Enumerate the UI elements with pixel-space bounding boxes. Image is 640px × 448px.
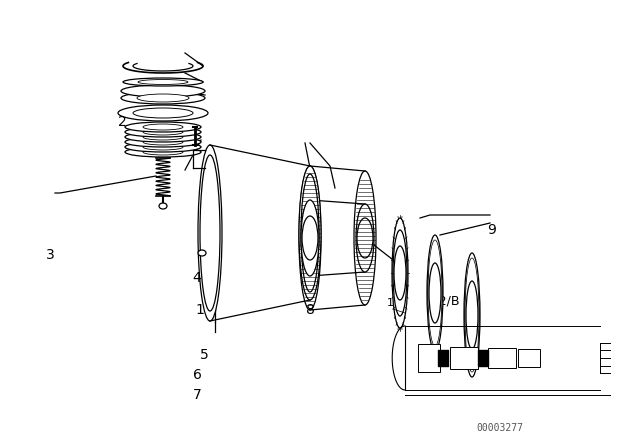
Ellipse shape [393,230,407,316]
Ellipse shape [357,218,373,258]
Ellipse shape [123,78,203,86]
Ellipse shape [143,139,183,145]
Ellipse shape [125,132,201,142]
Ellipse shape [125,127,201,137]
Ellipse shape [159,203,167,209]
Ellipse shape [143,124,183,130]
Ellipse shape [198,145,222,321]
Text: 8: 8 [305,303,314,317]
Ellipse shape [137,94,189,102]
Ellipse shape [465,265,479,365]
Ellipse shape [143,149,183,155]
Ellipse shape [143,144,183,150]
Ellipse shape [429,263,441,323]
Bar [450,347,478,369]
Ellipse shape [143,129,183,135]
Text: 6: 6 [193,368,202,382]
Ellipse shape [125,147,201,157]
Text: 2: 2 [118,115,127,129]
Text: 7: 7 [193,388,202,402]
Ellipse shape [427,235,443,351]
Ellipse shape [466,281,478,349]
Ellipse shape [354,171,376,305]
Ellipse shape [299,166,321,300]
Text: 00003277: 00003277 [477,423,524,433]
Bar [488,348,516,368]
Text: 1: 1 [387,298,394,308]
Text: 1: 1 [195,303,204,317]
Ellipse shape [125,137,201,147]
Ellipse shape [200,155,220,311]
Text: 9: 9 [487,223,496,237]
Text: 5: 5 [200,348,209,362]
Bar [518,349,540,367]
Ellipse shape [302,216,318,260]
Ellipse shape [121,85,205,97]
Ellipse shape [465,258,479,372]
Text: C2/B: C2/B [430,295,460,308]
Text: 4: 4 [192,271,201,285]
Ellipse shape [138,79,188,85]
Ellipse shape [125,142,201,152]
Ellipse shape [121,92,205,104]
Ellipse shape [198,250,206,256]
Ellipse shape [125,122,201,132]
Ellipse shape [394,246,406,300]
Ellipse shape [428,247,442,339]
Text: 3: 3 [46,248,55,262]
Ellipse shape [299,166,321,310]
Ellipse shape [464,253,480,377]
Ellipse shape [356,204,374,272]
Ellipse shape [143,134,183,140]
Ellipse shape [301,174,319,292]
Ellipse shape [392,218,408,328]
Ellipse shape [428,240,442,346]
Bar [418,344,440,372]
Ellipse shape [118,105,208,121]
Ellipse shape [133,108,193,118]
Ellipse shape [301,200,319,276]
